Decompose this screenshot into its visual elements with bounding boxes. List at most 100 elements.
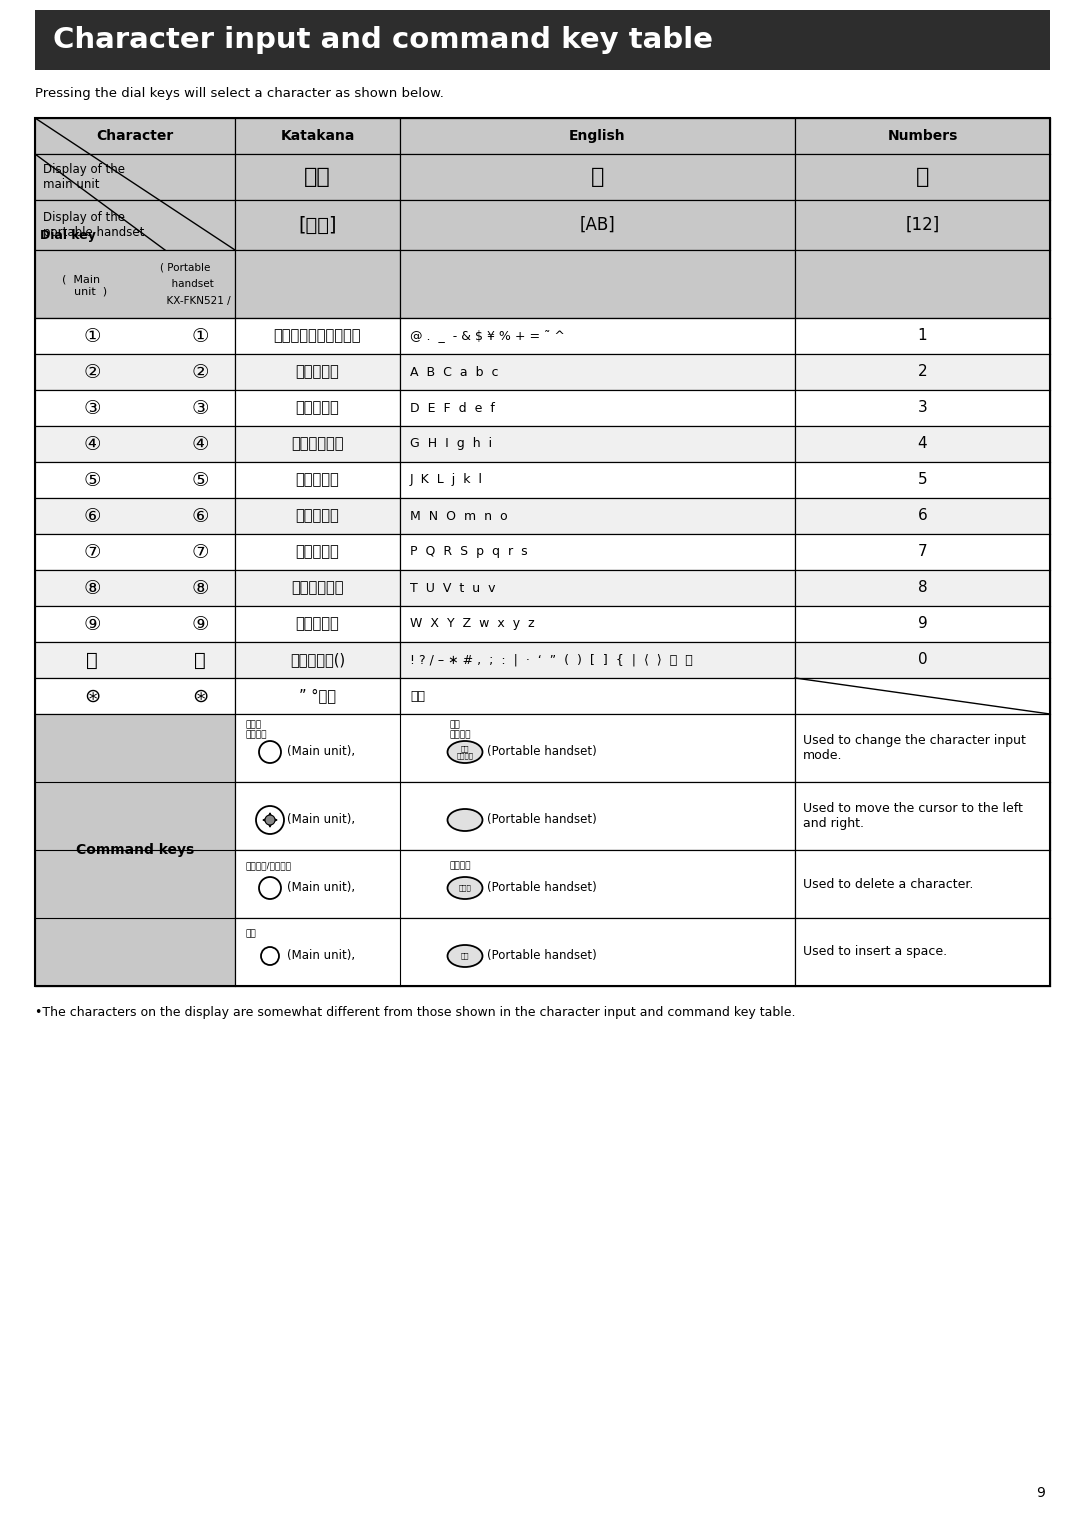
Text: G  H  I  g  h  i: G H I g h i [410, 437, 492, 451]
Text: Katakana: Katakana [281, 128, 354, 144]
Text: T  U  V  t  u  v: T U V t u v [410, 582, 496, 594]
Text: 6: 6 [918, 509, 928, 524]
Bar [35, 607, 235, 642]
Text: ( Portable: ( Portable [160, 261, 211, 272]
Text: 内線
文字切替: 内線 文字切替 [457, 744, 473, 759]
Text: カナ: カナ [305, 167, 330, 186]
Bar [400, 200, 795, 251]
Bar [235, 607, 400, 642]
Text: ⑥: ⑥ [191, 506, 208, 526]
Text: ⑧: ⑧ [83, 579, 100, 597]
Text: (Main unit),: (Main unit), [287, 746, 355, 758]
Text: KX-FKN521 /: KX-FKN521 / [160, 296, 231, 306]
Text: 内線
文字切替: 内線 文字切替 [450, 720, 472, 740]
Bar [795, 318, 1050, 354]
Text: [AB]: [AB] [580, 215, 616, 234]
Text: 1: 1 [918, 329, 928, 344]
Text: [カナ]: [カナ] [298, 215, 337, 234]
Bar [795, 678, 1050, 714]
Text: ⓪: ⓪ [86, 651, 98, 669]
Bar [795, 533, 1050, 570]
Text: 数: 数 [916, 167, 929, 186]
Text: (Main unit),: (Main unit), [287, 813, 355, 827]
Bar [235, 426, 400, 461]
Text: handset: handset [165, 280, 214, 289]
Text: ③: ③ [191, 399, 208, 417]
Bar [400, 533, 795, 570]
Text: Display of the
portable handset: Display of the portable handset [43, 211, 145, 238]
Text: ⑧: ⑧ [191, 579, 208, 597]
Text: Pressing the dial keys will select a character as shown below.: Pressing the dial keys will select a cha… [35, 87, 444, 99]
Bar [400, 426, 795, 461]
Bar [795, 200, 1050, 251]
Text: ②: ② [83, 362, 100, 382]
Text: キャッ: キャッ [459, 885, 471, 891]
Bar [235, 533, 400, 570]
Bar [235, 200, 400, 251]
Bar [795, 850, 1050, 918]
Bar [795, 118, 1050, 154]
Text: Character input and command key table: Character input and command key table [53, 26, 713, 53]
Text: ラリルレロ: ラリルレロ [296, 616, 339, 631]
Text: ! ? / – ∗ # ,  ;  :  |  ·  ‘  ”  (  )  [  ]  {  |  ⟨  ⟩  「  」: ! ? / – ∗ # , ; : | · ‘ ” ( ) [ ] { | ⟨ … [410, 654, 692, 666]
Text: M  N  O  m  n  o: M N O m n o [410, 509, 508, 523]
Text: 8: 8 [918, 581, 928, 596]
Text: ②: ② [191, 362, 208, 382]
Bar [795, 642, 1050, 678]
Ellipse shape [447, 741, 483, 762]
Text: A  B  C  a  b  c: A B C a b c [410, 365, 499, 379]
Text: ワンー！？(): ワンー！？() [289, 652, 346, 668]
Text: (Portable handset): (Portable handset) [487, 746, 597, 758]
Bar [235, 570, 400, 607]
Text: ⑥: ⑥ [83, 506, 100, 526]
Bar [795, 714, 1050, 782]
Bar [35, 318, 235, 354]
Bar [35, 11, 1050, 70]
Text: Display of the
main unit: Display of the main unit [43, 163, 125, 191]
Text: アイウエオァィゥェォ: アイウエオァィゥェォ [273, 329, 361, 344]
Text: (  Main: ( Main [62, 274, 100, 284]
Text: ④: ④ [191, 434, 208, 454]
Bar [400, 318, 795, 354]
Bar [35, 461, 235, 498]
Text: Used to change the character input
mode.: Used to change the character input mode. [804, 733, 1026, 762]
Text: •The characters on the display are somewhat different from those shown in the ch: •The characters on the display are somew… [35, 1005, 796, 1019]
Bar [400, 642, 795, 678]
Text: unit  ): unit ) [67, 287, 107, 296]
Text: マミムメモ: マミムメモ [296, 544, 339, 559]
Bar [35, 200, 235, 251]
Bar [400, 607, 795, 642]
Bar [235, 461, 400, 498]
Text: ⑦: ⑦ [191, 542, 208, 561]
Text: 9: 9 [1036, 1487, 1045, 1500]
Text: 保留: 保留 [245, 929, 256, 938]
Bar [400, 570, 795, 607]
Ellipse shape [447, 877, 483, 898]
Circle shape [265, 814, 275, 825]
Bar [235, 354, 400, 390]
Text: 4: 4 [918, 437, 928, 451]
Bar [35, 354, 235, 390]
Ellipse shape [447, 808, 483, 831]
Bar [35, 533, 235, 570]
Text: (Main unit),: (Main unit), [287, 949, 355, 963]
Text: Used to move the cursor to the left
and right.: Used to move the cursor to the left and … [804, 802, 1023, 830]
Text: ①: ① [83, 327, 100, 345]
Bar [795, 461, 1050, 498]
Bar [400, 678, 795, 714]
Text: 7: 7 [918, 544, 928, 559]
Bar [235, 918, 795, 986]
Bar [35, 426, 235, 461]
Bar [400, 118, 795, 154]
Bar [400, 354, 795, 390]
Text: (Portable handset): (Portable handset) [487, 949, 597, 963]
Bar [400, 154, 795, 200]
Bar [795, 426, 1050, 461]
Text: ⑨: ⑨ [191, 614, 208, 634]
Text: J  K  L  j  k  l: J K L j k l [410, 474, 483, 486]
Text: W  X  Y  Z  w  x  y  z: W X Y Z w x y z [410, 617, 535, 631]
Text: P  Q  R  S  p  q  r  s: P Q R S p q r s [410, 545, 528, 559]
Bar [235, 782, 795, 850]
Text: 内線／
文字切替: 内線／ 文字切替 [245, 720, 267, 740]
Bar [795, 782, 1050, 850]
